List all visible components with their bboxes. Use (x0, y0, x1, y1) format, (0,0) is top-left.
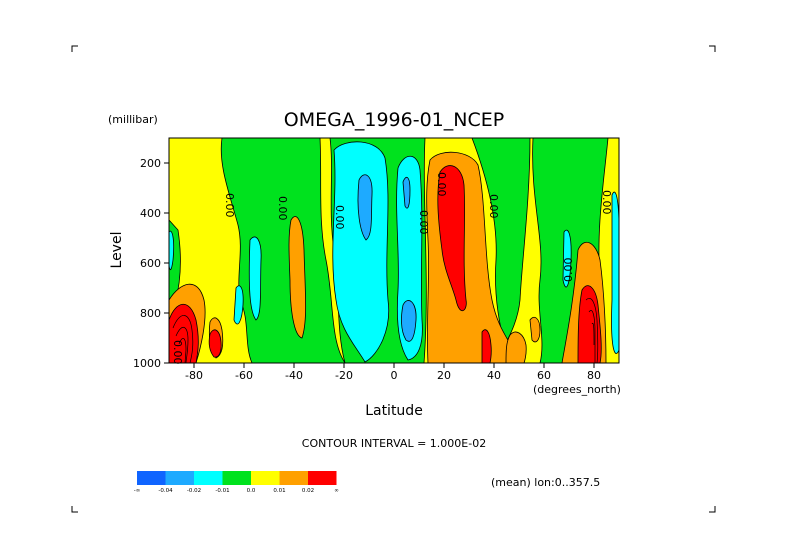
contour-band-red-polar-north (577, 285, 602, 363)
mean-annotation: (mean) lon:0..357.5 (491, 476, 600, 489)
y-tick-label: 400 (140, 207, 161, 220)
chart-title: OMEGA_1996-01_NCEP (284, 109, 504, 131)
legend-swatch (137, 471, 166, 485)
y-units-label: (millibar) (108, 113, 158, 126)
y-tick-label: 1000 (133, 357, 161, 370)
legend-swatch (194, 471, 223, 485)
contour-label: 0.00 (562, 258, 575, 283)
legend-swatch (279, 471, 308, 485)
contour-label: 0.00 (417, 210, 430, 235)
legend-swatch (251, 471, 280, 485)
legend-label: 0.01 (273, 488, 285, 494)
legend-label: -0.04 (158, 488, 173, 494)
contour-label: 0.00 (276, 196, 289, 221)
contour-label: 0.00 (435, 172, 448, 197)
contour-band-cyan-4 (611, 191, 619, 354)
contour-band-blue-1 (357, 174, 373, 241)
contour-band-blue-3 (401, 300, 417, 342)
legend-swatch (308, 471, 337, 485)
legend-colorbar: -∞ -0.04 -0.02 -0.01 0.0 0.01 0.02 ∞ (134, 471, 339, 494)
contour-interval-text: CONTOUR INTERVAL = 1.000E-02 (302, 437, 486, 450)
contour-field (169, 138, 619, 363)
x-tick-label: 40 (487, 369, 501, 382)
x-tick-label: -60 (235, 369, 253, 382)
contour-label: 0.00 (487, 194, 500, 219)
x-tick-label: -20 (335, 369, 353, 382)
contour-band-orange-midlat (288, 216, 307, 339)
legend-label: 0.02 (302, 488, 314, 494)
contour-band-red-northern (437, 165, 467, 311)
x-tick-label: 20 (437, 369, 451, 382)
contour-label: 0.00 (600, 190, 613, 215)
y-tick-label: 800 (140, 307, 161, 320)
contour-band-blue-2 (402, 176, 411, 209)
contour-band-cyan-1 (248, 236, 262, 321)
contour-lines-inner (172, 298, 599, 363)
legend-label: 0.0 (247, 488, 256, 494)
legend-swatch (165, 471, 194, 485)
contour-band-orange-4 (529, 316, 541, 343)
x-tick-label: -40 (285, 369, 303, 382)
crop-marks (71, 45, 716, 513)
x-tick-label: -80 (185, 369, 203, 382)
contour-band-cyan-southern (332, 141, 390, 363)
x-tick-label: 60 (537, 369, 551, 382)
x-axis-label: Latitude (365, 403, 423, 419)
contour-band-orange-3 (505, 331, 527, 363)
y-axis-label: Level (109, 232, 125, 269)
contour-labels: 0.00 0.00 0.00 0.00 0.00 0.00 0.00 0.00 … (171, 172, 613, 365)
legend-label: -0.02 (187, 488, 201, 494)
x-tick-label: 80 (587, 369, 601, 382)
x-units-label: (degrees_north) (533, 383, 621, 396)
y-tick-label: 600 (140, 257, 161, 270)
contour-band-red-2 (208, 329, 222, 358)
y-tick-label: 200 (140, 157, 161, 170)
contour-band-red-polar-south (169, 303, 199, 363)
legend-label: -∞ (134, 488, 141, 494)
x-axis: -80 -60 -40 -20 0 20 40 60 80 (185, 363, 601, 382)
legend-label: -0.01 (215, 488, 229, 494)
legend-label: ∞ (334, 488, 339, 494)
x-tick-label: 0 (391, 369, 398, 382)
contour-band-cyan-2 (233, 285, 244, 325)
legend-swatch (222, 471, 251, 485)
contour-band-cyan-3 (562, 229, 572, 288)
contour-label: 0.00 (333, 205, 346, 230)
contour-label: 0.00 (223, 193, 236, 218)
contour-label: 0.00 (171, 340, 184, 365)
y-axis: 200 400 600 800 1000 (133, 157, 169, 370)
